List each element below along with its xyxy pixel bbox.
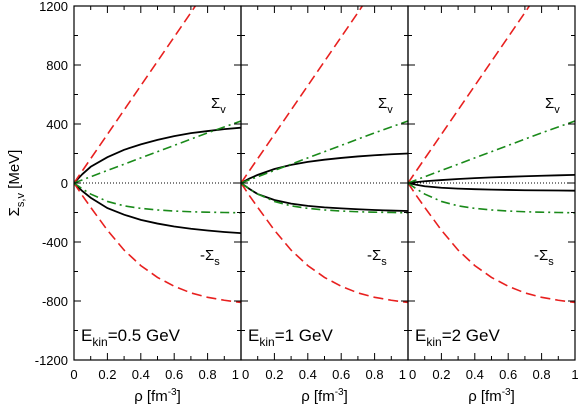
y-tick-label: -800 [42,294,68,309]
x-tick-label: 0.8 [199,367,217,382]
x-axis-label: ρ [fm-3] [301,387,348,405]
y-tick-label: -400 [42,235,68,250]
x-tick-label: 0 [70,367,77,382]
x-tick-label: 0.8 [533,367,551,382]
series-line-dashdot [241,182,408,214]
panel-frame [407,5,576,361]
series-line-solid [74,182,241,235]
sigma-v-label: Σv [211,95,226,116]
x-tick-label: 0.4 [466,367,484,382]
x-tick-label: 1 [232,367,239,382]
series-line-dashed [74,182,241,304]
series-line-dashed [408,182,575,304]
sigma-v-label: Σv [545,95,560,116]
y-tick-label: 800 [46,58,68,73]
x-tick-label: 0 [409,367,416,382]
series-line-dashdot [74,120,241,184]
y-tick-label: 0 [61,176,68,191]
series-line-solid [241,182,408,212]
sigma-s-label: -Σs [200,247,220,268]
series-line-dashdot [241,120,408,184]
x-tick-label: 0.2 [432,367,450,382]
series-line-dashed [74,6,197,184]
y-tick-label: 400 [46,117,68,132]
series-line-solid [74,126,241,184]
series-line-dashed [241,182,408,304]
series-line-dashdot [408,182,575,214]
series-line-dashed [241,6,364,184]
series-line-solid [408,173,575,184]
panel-energy-label: Ekin=2 GeV [415,326,500,349]
x-tick-label: 1 [571,367,578,382]
series-line-dashdot [74,182,241,214]
x-tick-label: 1 [399,367,406,382]
x-axis-label: ρ [fm-3] [468,387,515,405]
y-tick-label: 1200 [39,0,68,14]
series-line-solid [241,152,408,184]
x-tick-label: 0.4 [132,367,150,382]
x-tick-label: 0.4 [299,367,317,382]
series-line-dashdot [408,120,575,184]
panel-energy-label: Ekin=1 GeV [248,326,333,349]
sigma-s-label: -Σs [367,247,387,268]
y-tick-label: -1200 [35,353,68,368]
x-tick-label: 0.6 [499,367,517,382]
x-tick-label: 0 [242,367,249,382]
y-axis-label: Σs,v [MeV] [6,150,27,217]
series-line-dashed [408,6,531,184]
x-tick-label: 0.6 [332,367,350,382]
panel-energy-label: Ekin=0.5 GeV [81,326,181,349]
sigma-v-label: Σv [378,95,393,116]
x-tick-label: 0.2 [98,367,116,382]
series-line-solid [408,182,575,192]
x-tick-label: 0.6 [165,367,183,382]
x-axis-label: ρ [fm-3] [134,387,181,405]
sigma-s-label: -Σs [534,247,554,268]
x-tick-label: 0.8 [366,367,384,382]
x-tick-label: 0.2 [265,367,283,382]
